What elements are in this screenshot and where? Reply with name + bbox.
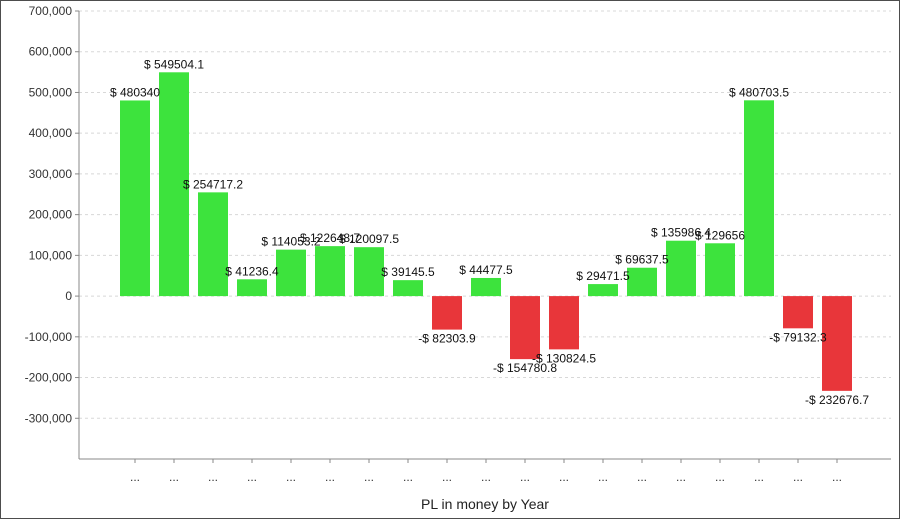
bar [510,296,540,360]
data-label: -$ 154780.8 [493,361,557,375]
bar [627,267,657,297]
data-label: $ 29471.5 [576,269,630,283]
x-tick-label: ... [559,470,569,484]
y-tick-label: 300,000 [29,167,73,181]
y-tick-label: -100,000 [25,330,73,344]
x-tick-label: ... [403,470,413,484]
x-tick-label: ... [364,470,374,484]
bar [471,277,501,297]
data-label: $ 480340 [110,85,160,99]
y-tick-label: 0 [65,289,72,303]
y-tick-label: 700,000 [29,4,73,18]
y-tick-label: -300,000 [25,411,73,425]
x-tick-label: ... [637,470,647,484]
bar [432,296,462,330]
x-axis-ticks: ........................................… [130,459,842,484]
x-tick-label: ... [481,470,491,484]
x-tick-label: ... [247,470,257,484]
data-label: $ 254717.2 [183,177,243,191]
bars [120,72,852,391]
y-axis-ticks: 700,000 600,000 500,000 400,000 300,000 200,0… [25,4,79,425]
bar [588,284,618,297]
data-label: -$ 82303.9 [418,332,476,346]
data-label: $ 135986.4 [651,226,711,240]
x-tick-label: ... [286,470,296,484]
y-tick-label: 100,000 [29,248,73,262]
bar [393,280,423,297]
data-label: $ 114053.2 [261,235,320,249]
data-labels: $ 480340 $ 549504.1 $ 254717.2 $ 41236.4 $ 1… [110,57,869,407]
x-tick-label: ... [169,470,179,484]
data-label: $ 44477.5 [459,263,513,277]
data-label: $ 39145.5 [381,265,435,279]
x-tick-label: ... [715,470,725,484]
data-label: -$ 79132.3 [769,330,827,344]
data-label: $ 129656 [695,228,745,242]
bar [744,100,774,297]
x-tick-label: ... [520,470,530,484]
x-tick-label: ... [754,470,764,484]
data-label: -$ 232676.7 [805,393,869,407]
bar [159,72,189,297]
bar [822,296,852,391]
data-label: $ 122648.7 [300,231,360,245]
bar [666,240,696,297]
y-tick-label: 500,000 [29,85,73,99]
x-tick-label: ... [676,470,686,484]
x-tick-label: ... [832,470,842,484]
x-tick-label: ... [130,470,140,484]
data-label: -$ 130824.5 [532,351,596,365]
x-tick-label: ... [793,470,803,484]
x-tick-label: ... [208,470,218,484]
data-label: $ 69637.5 [615,253,669,267]
y-tick-label: 200,000 [29,208,73,222]
bar [237,279,267,297]
bar [315,246,345,297]
y-tick-label: 600,000 [29,45,73,59]
bar [276,249,306,297]
x-axis-title: PL in money by Year [421,496,549,512]
bar [783,296,813,329]
x-tick-label: ... [325,470,335,484]
bar [549,296,579,350]
data-label: $ 480703.5 [729,85,789,99]
bar [705,243,735,297]
bar [120,100,150,297]
bar [354,247,384,297]
data-label: $ 41236.4 [225,264,279,278]
y-tick-label: 400,000 [29,126,73,140]
bar [198,192,228,297]
x-tick-label: ... [598,470,608,484]
y-tick-label: -200,000 [25,371,73,385]
data-label: $ 549504.1 [144,57,204,71]
data-label: $ 120097.5 [339,232,399,246]
x-tick-label: ... [442,470,452,484]
